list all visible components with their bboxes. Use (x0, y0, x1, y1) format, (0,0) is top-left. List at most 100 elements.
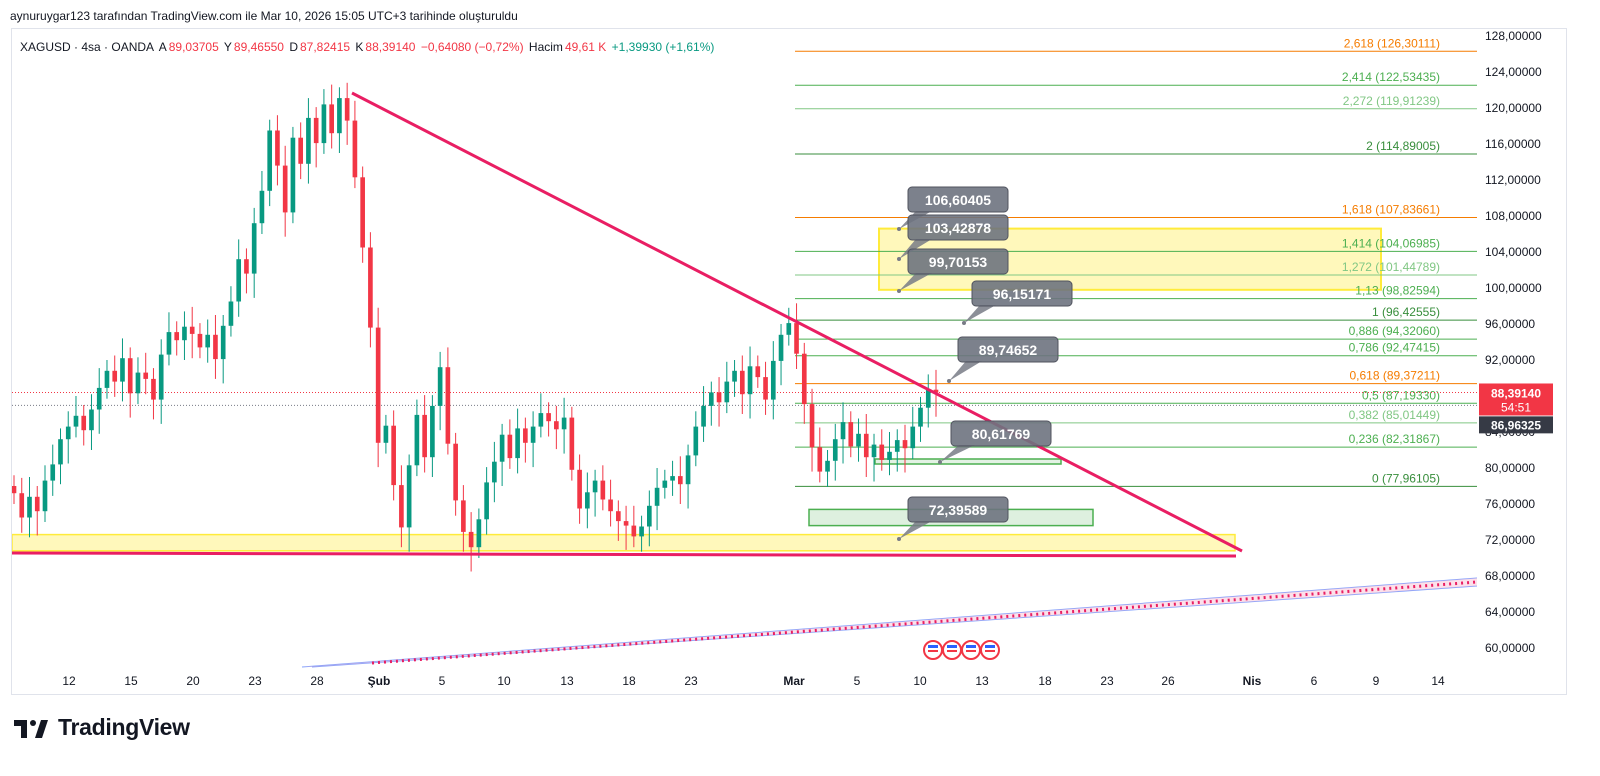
fib-label-2: 2,272 (119,91239) (1343, 94, 1440, 108)
candle-body-112 (879, 444, 885, 460)
callout-anchor-0 (897, 227, 901, 231)
candle-body-85 (670, 476, 675, 481)
channel-fill (302, 578, 1477, 667)
fib-label-5: 1,414 (104,06985) (1342, 236, 1440, 250)
legend-volume: 49,61 K (564, 40, 607, 54)
candle-body-76 (600, 480, 606, 500)
chart-credit: aynuruygar123 tarafından TradingView.com… (10, 9, 518, 23)
callout-box-3 (971, 280, 1073, 307)
callout-label-4: 89,74652 (979, 342, 1038, 358)
candle-body-46 (368, 247, 373, 328)
candle-body-94 (739, 370, 745, 395)
candle-body-35 (282, 165, 288, 213)
support-zone (12, 533, 1236, 552)
callout-anchor-5 (938, 460, 942, 464)
candle-body-91 (716, 392, 722, 403)
price-chart[interactable]: 2,618 (126,30111) 2,414 (122,53435) 2,272 … (12, 29, 1566, 694)
candle-body-110 (863, 433, 869, 458)
x-tick-label-20: 9 (1373, 674, 1380, 688)
y-tick-label-5: 108,00000 (1485, 209, 1542, 223)
candle-body-105 (825, 460, 830, 472)
candle-body-34 (275, 130, 280, 166)
green-box-upper (874, 458, 1062, 465)
candle-body-87 (685, 455, 691, 485)
candle-body-11 (96, 387, 102, 410)
fib-label-15: 0 (77,96105) (1372, 471, 1440, 485)
candle-body-71 (561, 417, 567, 430)
x-tick-label-6: 5 (439, 674, 446, 688)
candle-body-45 (360, 177, 365, 248)
fib-label-11: 0,618 (89,37211) (1349, 369, 1440, 383)
x-tick-label-5: Şub (368, 674, 391, 688)
horizontal-support-line (12, 551, 1237, 558)
candle-body-67 (530, 426, 536, 443)
y-tick-label-2: 120,00000 (1485, 101, 1542, 115)
callout-box-1 (907, 214, 1009, 241)
current-price-countdown: 54:51 (1501, 400, 1531, 414)
candle-body-108 (848, 422, 854, 447)
candle-body-38 (306, 117, 311, 164)
candle-body-57 (453, 443, 458, 501)
channel-bottom (311, 585, 1478, 668)
x-tick-label-4: 28 (310, 674, 324, 688)
us-flag-event-stripe-1 (947, 645, 957, 648)
candle-body-116 (910, 426, 916, 449)
price-axis-bg (1477, 29, 1566, 694)
candle-body-43 (344, 98, 350, 121)
legend-open: 89,03705 (168, 40, 219, 54)
candle-body-83 (654, 487, 660, 506)
candle-body-40 (321, 104, 327, 144)
candle-body-28 (228, 301, 234, 326)
candle-body-36 (290, 137, 296, 213)
y-tick-label-15: 68,00000 (1485, 569, 1535, 583)
callout-pointer-5 (940, 445, 975, 462)
us-flag-event-stripe2-2 (966, 650, 976, 652)
x-tick-label-16: 23 (1100, 674, 1114, 688)
legend-change: −0,64080 (−0,72%) (420, 40, 524, 54)
candle-body-75 (592, 480, 598, 493)
candle-body-74 (585, 492, 590, 509)
candle-body-13 (112, 370, 118, 382)
current-price-value: 88,39140 (1491, 386, 1541, 400)
x-tick-label-8: 13 (560, 674, 574, 688)
fib-label-3: 2 (114,89005) (1366, 139, 1440, 153)
candle-body-49 (391, 425, 396, 486)
candle-body-5 (50, 464, 56, 481)
candle-body-3 (34, 496, 40, 512)
fib-label-7: 1,13 (98,82594) (1355, 284, 1440, 298)
legend-close: 88,39140 (365, 40, 416, 54)
legend-low: 87,82415 (300, 40, 351, 54)
fib-label-1: 2,414 (122,53435) (1342, 70, 1440, 84)
callout-anchor-6 (897, 537, 901, 541)
y-tick-label-8: 96,00000 (1485, 317, 1535, 331)
chart-frame[interactable]: 2,618 (126,30111) 2,414 (122,53435) 2,272 … (11, 28, 1567, 695)
candle-body-118 (925, 389, 931, 408)
candle-body-54 (430, 405, 435, 458)
candle-body-14 (120, 358, 125, 382)
legend-high-label: Y (223, 40, 232, 54)
candle-body-113 (887, 451, 892, 460)
candle-body-106 (832, 439, 838, 461)
candle-body-100 (786, 323, 792, 335)
candle-body-18 (151, 378, 156, 400)
candle-body-107 (840, 422, 846, 440)
candle-body-88 (693, 426, 699, 456)
candle-body-37 (298, 137, 303, 164)
tradingview-logo[interactable]: TradingView (14, 714, 190, 741)
candle-body-7 (65, 426, 71, 440)
x-tick-label-3: 23 (248, 674, 262, 688)
us-flag-event-stripe2-0 (928, 650, 938, 652)
candle-body-78 (616, 511, 621, 522)
symbol-legend: XAGUSD · 4sa · OANDA A 89,03705 Y 89,46550… (20, 40, 716, 54)
channel-top (301, 577, 1478, 668)
candle-body-41 (329, 104, 334, 134)
callout-box-5 (950, 420, 1052, 447)
callout-box-2 (907, 248, 1009, 275)
candle-body-104 (817, 447, 823, 472)
x-tick-label-17: 26 (1161, 674, 1175, 688)
candle-body-42 (337, 98, 342, 134)
callout-label-6: 72,39589 (929, 502, 988, 518)
callout-box-4 (957, 336, 1059, 363)
legend-symbol[interactable]: XAGUSD · 4sa · OANDA (20, 40, 155, 54)
candle-body-51 (406, 465, 412, 528)
